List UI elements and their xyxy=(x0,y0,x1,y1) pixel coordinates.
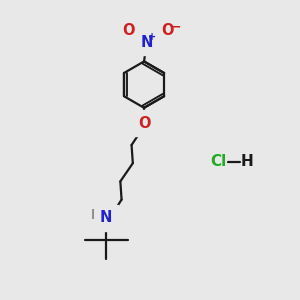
Text: −: − xyxy=(171,21,181,34)
Text: O: O xyxy=(138,116,150,131)
Text: +: + xyxy=(148,32,156,42)
Text: H: H xyxy=(91,208,102,222)
Text: H: H xyxy=(241,154,254,169)
Text: Cl: Cl xyxy=(210,154,226,169)
Text: O: O xyxy=(122,23,134,38)
Text: O: O xyxy=(162,23,174,38)
Text: N: N xyxy=(100,210,112,225)
Text: N: N xyxy=(140,34,153,50)
